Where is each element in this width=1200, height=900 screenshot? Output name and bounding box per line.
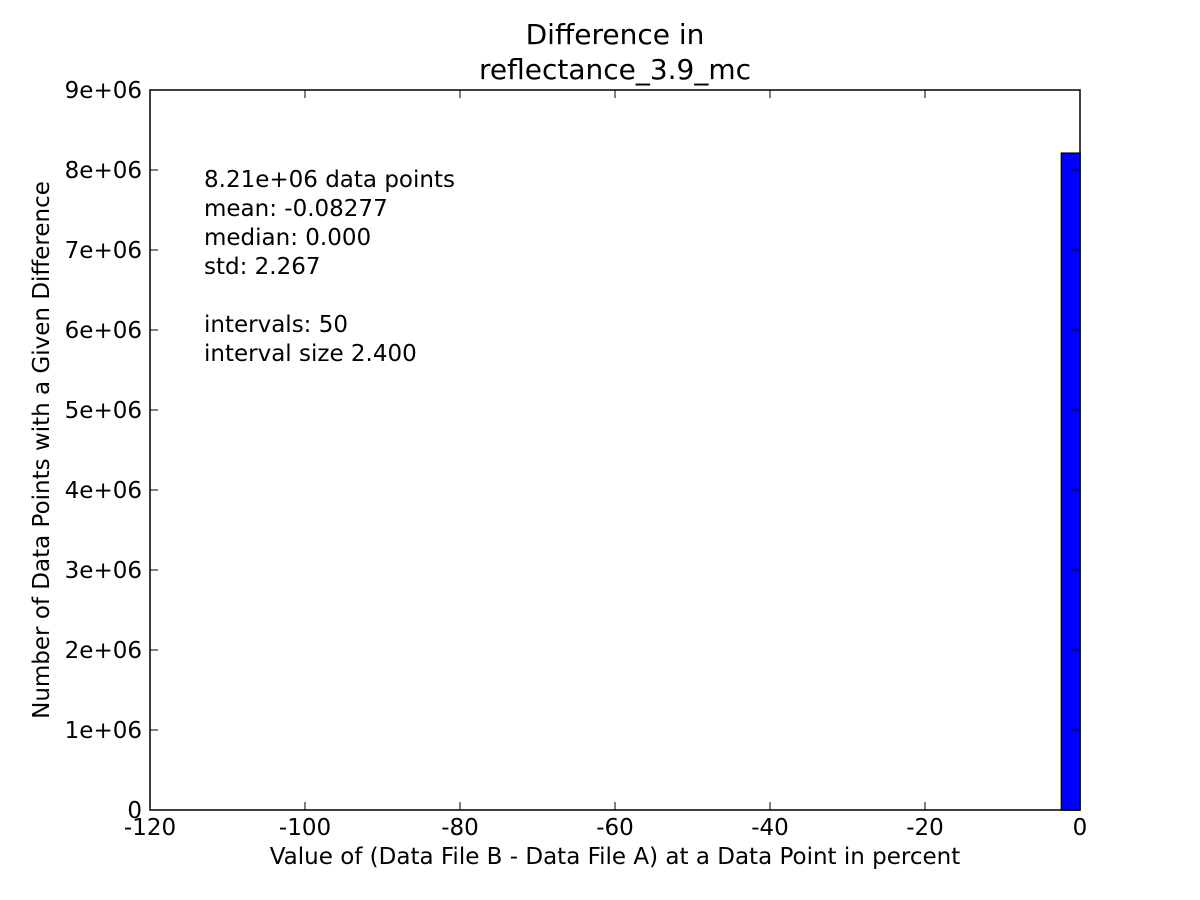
y-tick-label: 6e+06	[65, 318, 142, 344]
x-tick-label: -60	[596, 815, 634, 841]
y-tick-label: 3e+06	[65, 558, 142, 584]
y-axis-ticks: 0 1e+06 2e+06 3e+06 4e+06 5e+06 6e+06 7e+06 8e+0…	[65, 78, 1080, 824]
y-tick-label: 0	[127, 798, 142, 824]
stats-line: mean: -0.08277	[204, 196, 388, 222]
y-tick-label: 5e+06	[65, 398, 142, 424]
stats-line: intervals: 50	[204, 312, 348, 338]
x-tick-label: -120	[124, 815, 176, 841]
x-tick-label: -40	[751, 815, 789, 841]
x-tick-label: -20	[906, 815, 944, 841]
y-tick-label: 7e+06	[65, 238, 142, 264]
chart-title-line: reflectance_3.9_mc	[479, 53, 751, 86]
stats-line: interval size 2.400	[204, 341, 417, 367]
stats-line: 8.21e+06 data points	[204, 167, 455, 193]
x-tick-label: -100	[279, 815, 331, 841]
x-tick-label: -80	[441, 815, 479, 841]
stats-line: median: 0.000	[204, 225, 371, 251]
y-tick-label: 8e+06	[65, 158, 142, 184]
y-axis-label: Number of Data Points with a Given Diffe…	[29, 181, 55, 719]
bars	[1060, 152, 1081, 811]
stats-annotation: 8.21e+06 data points mean: -0.08277 median…	[204, 167, 455, 367]
x-axis-label: Value of (Data File B - Data File A) at …	[270, 844, 961, 870]
x-axis-ticks: -120 -100 -80 -60 -40 -20 0	[124, 90, 1087, 841]
x-tick-label: 0	[1073, 815, 1088, 841]
stats-line: std: 2.267	[204, 254, 321, 280]
histogram-bar	[1060, 152, 1081, 811]
y-tick-label: 9e+06	[65, 78, 142, 104]
y-tick-label: 2e+06	[65, 638, 142, 664]
chart-title-line: Difference in	[526, 18, 705, 51]
y-tick-label: 1e+06	[65, 718, 142, 744]
y-tick-label: 4e+06	[65, 478, 142, 504]
